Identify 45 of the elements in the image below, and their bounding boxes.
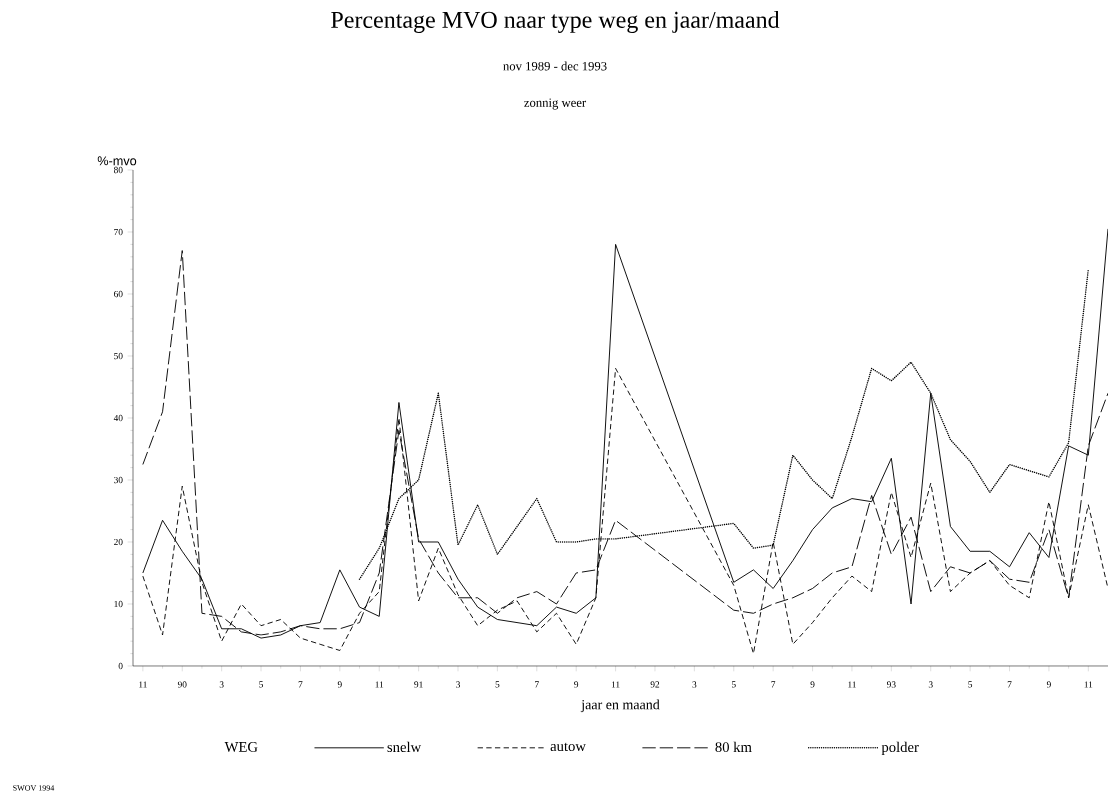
x-tick-label: 7 [535, 681, 539, 688]
x-tick-label: 3 [456, 681, 460, 688]
x-tick-label: 92 [650, 681, 660, 688]
y-axis-title: %-mvo [97, 156, 137, 166]
y-tick-label: 50 [114, 352, 123, 360]
x-tick-label: 5 [495, 681, 500, 688]
y-tick-label: 40 [113, 414, 123, 422]
x-tick-label: 11 [848, 681, 856, 688]
legend-label: snelw [387, 741, 422, 753]
x-tick-label: 11 [375, 681, 384, 688]
x-tick-label: 93 [886, 681, 896, 688]
x-tick-label: 7 [1007, 681, 1012, 688]
legend-label: polder [881, 741, 919, 756]
x-tick-label: 11 [139, 681, 147, 688]
y-tick-label: 30 [114, 476, 123, 484]
legend-label: 80 km [715, 741, 752, 753]
text: SWOV 1994 [13, 785, 55, 791]
legend-label: autow [550, 742, 586, 752]
chart-title: Percentage MVO naar type weg en jaar/maand [331, 11, 780, 33]
x-tick-label: 5 [259, 681, 264, 688]
x-tick-label: 9 [1046, 681, 1051, 688]
x-tick-label: 3 [928, 681, 933, 688]
chart-subtitle: nov 1989 - dec 1993 [503, 61, 607, 71]
y-tick-label: 20 [114, 538, 123, 546]
x-tick-label: 3 [692, 681, 697, 688]
y-tick-label: 80 [113, 166, 123, 174]
x-tick-label: 11 [611, 681, 620, 688]
x-axis-title: jaar en maand [580, 699, 660, 713]
y-tick-label: 60 [114, 290, 123, 298]
x-tick-label: 9 [574, 681, 579, 688]
x-tick-label: 9 [810, 681, 815, 688]
x-tick-label: 91 [414, 681, 423, 688]
y-tick-label: 10 [114, 600, 123, 608]
x-tick-label: 90 [177, 681, 187, 688]
x-tick-label: 3 [219, 681, 224, 688]
text: zonnig weer [524, 98, 587, 110]
x-tick-label: 11 [1084, 681, 1093, 688]
y-tick-label: 0 [118, 662, 123, 670]
legend-title: WEG [224, 741, 258, 752]
x-tick-label: 9 [337, 681, 342, 688]
x-tick-label: 7 [771, 681, 776, 688]
y-tick-label: 70 [114, 228, 123, 236]
x-tick-label: 7 [298, 681, 303, 688]
x-tick-label: 5 [968, 681, 973, 688]
x-tick-label: 5 [731, 681, 736, 688]
